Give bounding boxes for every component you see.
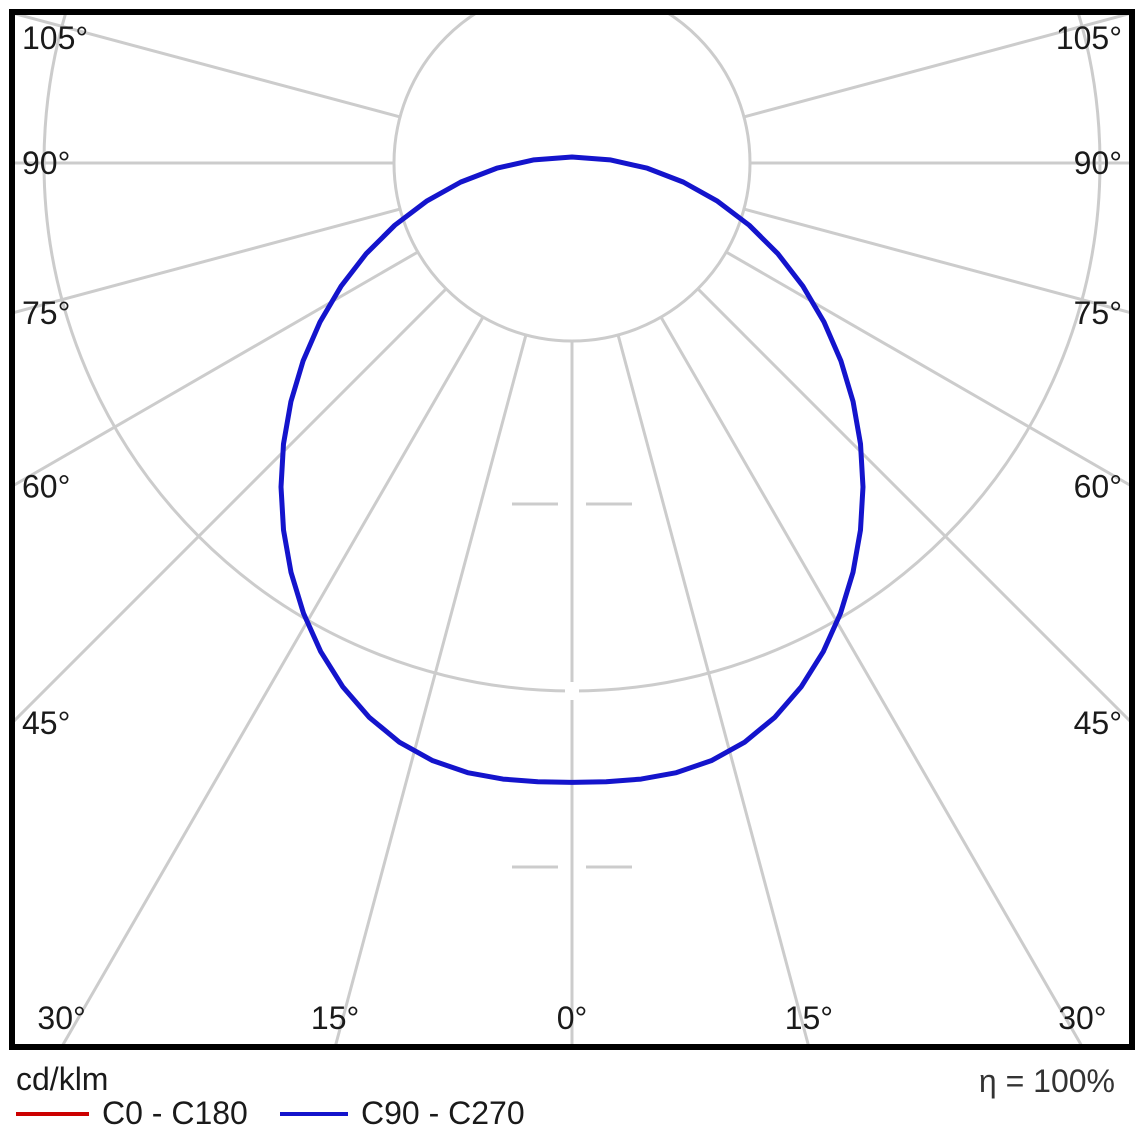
svg-text:15°: 15°	[311, 1000, 359, 1036]
svg-text:60°: 60°	[1074, 468, 1122, 504]
svg-text:30°: 30°	[1058, 1000, 1106, 1036]
svg-text:30°: 30°	[37, 1000, 85, 1036]
svg-text:90°: 90°	[22, 145, 70, 181]
svg-text:cd/klm: cd/klm	[16, 1061, 108, 1097]
svg-text:90°: 90°	[1074, 145, 1122, 181]
svg-text:η = 100%: η = 100%	[979, 1063, 1115, 1099]
svg-text:60°: 60°	[22, 468, 70, 504]
svg-text:45°: 45°	[22, 705, 70, 741]
svg-text:105°: 105°	[22, 20, 88, 56]
svg-text:105°: 105°	[1056, 20, 1122, 56]
svg-text:C0 - C180: C0 - C180	[102, 1095, 248, 1131]
svg-text:15°: 15°	[785, 1000, 833, 1036]
svg-text:C90 - C270: C90 - C270	[361, 1095, 525, 1131]
svg-text:75°: 75°	[22, 295, 70, 331]
svg-text:0°: 0°	[557, 1000, 588, 1036]
svg-text:45°: 45°	[1074, 705, 1122, 741]
svg-text:75°: 75°	[1074, 295, 1122, 331]
